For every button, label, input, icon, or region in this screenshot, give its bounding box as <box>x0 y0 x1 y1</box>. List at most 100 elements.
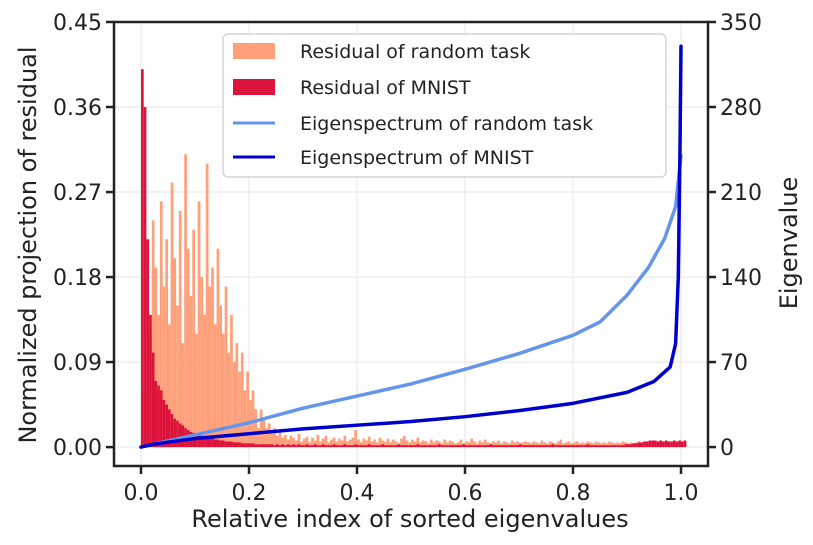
right-y-tick-label: 140 <box>720 266 762 291</box>
histogram-bar-residual-mnist <box>402 445 406 448</box>
histogram-bar-residual-random <box>621 441 625 448</box>
histogram-bar-residual-mnist <box>570 445 573 448</box>
histogram-bar-residual-mnist <box>651 440 654 448</box>
histogram-bar-residual-random <box>408 442 411 448</box>
histogram-bar-residual-random <box>527 442 530 448</box>
histogram-bar-residual-random <box>505 442 509 448</box>
histogram-bar-residual-mnist <box>141 69 144 448</box>
histogram-bar-residual-mnist <box>578 445 582 448</box>
histogram-bar-residual-random <box>378 437 382 448</box>
histogram-bar-residual-mnist <box>292 444 295 448</box>
histogram-bar-residual-random <box>394 441 398 448</box>
histogram-bar-residual-random <box>235 343 239 448</box>
histogram-bar-residual-random <box>446 442 449 448</box>
left-y-tick-label: 0.18 <box>53 266 102 291</box>
histogram-bar-residual-random <box>189 295 193 448</box>
histogram-bar-residual-mnist <box>554 445 557 448</box>
histogram-bar-residual-random <box>259 409 263 448</box>
histogram-bar-residual-random <box>435 440 438 448</box>
histogram-bar-residual-mnist <box>551 444 555 448</box>
histogram-bar-residual-random <box>478 440 482 448</box>
histogram-bar-residual-mnist <box>438 444 441 448</box>
histogram-bar-residual-random <box>213 324 217 448</box>
histogram-bar-residual-mnist <box>473 445 476 448</box>
histogram-bar-residual-mnist <box>335 445 339 448</box>
histogram-bar-residual-random <box>375 442 379 448</box>
histogram-bar-residual-mnist <box>489 444 492 448</box>
histogram-bar-residual-mnist <box>575 445 579 448</box>
histogram-bar-residual-mnist <box>332 444 336 448</box>
histogram-bar-residual-mnist <box>443 445 447 448</box>
histogram-bar-residual-mnist <box>483 445 487 448</box>
histogram-bar-residual-mnist <box>235 442 239 448</box>
histogram-bar-residual-mnist <box>494 445 498 448</box>
histogram-bar-residual-mnist <box>681 441 684 448</box>
histogram-bar-residual-mnist <box>591 445 595 448</box>
histogram-bar-residual-mnist <box>656 441 660 448</box>
histogram-bar-residual-mnist <box>149 314 152 448</box>
histogram-bar-residual-mnist <box>251 443 255 448</box>
histogram-bar-residual-random <box>203 314 206 448</box>
histogram-bar-residual-mnist <box>224 441 228 448</box>
legend-box <box>222 33 667 178</box>
eigenspectrum-lines <box>139 44 683 449</box>
histogram-bar-residual-random <box>351 437 355 448</box>
legend-label-eig-mnist: Eigenspectrum of MNIST <box>300 147 534 169</box>
histogram-bar-residual-random <box>540 440 544 448</box>
histogram-bar-residual-random <box>602 442 606 448</box>
histogram-bar-residual-mnist <box>573 445 576 448</box>
histogram-bar-residual-random <box>400 438 403 448</box>
histogram-bar-residual-random <box>224 286 228 448</box>
histogram-bar-residual-mnist <box>635 443 638 448</box>
histogram-bar-residual-mnist <box>405 445 409 448</box>
histogram-bar-residual-random <box>332 437 336 448</box>
histogram-bar-residual-mnist <box>246 443 249 448</box>
histogram-bar-residual-random <box>173 258 177 448</box>
histogram-bar-residual-mnist <box>370 445 374 448</box>
histogram-bar-residual-mnist <box>643 441 646 448</box>
histogram-bar-residual-mnist <box>413 445 417 448</box>
legend-swatch-residual-mnist <box>233 79 275 95</box>
histogram-bar-residual-random <box>340 440 344 448</box>
histogram-bar-residual-mnist <box>500 445 503 448</box>
histogram-bar-residual-random <box>556 441 560 448</box>
x-tick-labels: 0.0 0.2 0.4 0.6 0.8 1.0 <box>124 481 699 506</box>
histogram-bar-residual-mnist <box>321 444 325 448</box>
histogram-bar-residual-mnist <box>583 445 587 448</box>
histogram-bar-residual-mnist <box>408 445 411 448</box>
histogram-bar-residual-mnist <box>205 437 209 448</box>
histogram-bar-residual-mnist <box>208 438 212 448</box>
histogram-bar-residual-random <box>178 210 182 448</box>
histogram-bar-residual-random <box>543 442 546 448</box>
histogram-bar-residual-random <box>230 314 233 448</box>
histogram-bar-residual-mnist <box>510 445 514 448</box>
left-y-axis-label: Normalized projection of residual <box>14 46 42 443</box>
histogram-bar-residual-random <box>348 439 352 448</box>
histogram-bar-residual-random <box>200 277 204 448</box>
histogram-bar-residual-mnist <box>654 440 657 448</box>
histogram-bar-residual-random <box>483 439 487 448</box>
histogram-bar-residual-random <box>402 435 406 448</box>
histogram-bar-residual-mnist <box>675 441 679 448</box>
histogram-bar-residual-random <box>335 441 339 448</box>
legend-label-residual-random: Residual of random task <box>300 41 530 63</box>
histogram-bar-residual-random <box>411 439 414 448</box>
histogram-bar-residual-random <box>168 324 171 448</box>
histogram-bar-residual-mnist <box>178 423 182 448</box>
histogram-bar-residual-random <box>289 435 293 448</box>
x-tick-label: 0.6 <box>448 481 483 506</box>
histogram-bar-residual-mnist <box>157 385 160 448</box>
histogram-bar-residual-random <box>327 442 330 448</box>
histogram-bar-residual-mnist <box>618 445 622 448</box>
right-y-tick-label: 280 <box>720 96 762 121</box>
histogram-bar-residual-mnist <box>508 445 511 448</box>
histogram-bar-residual-mnist <box>624 444 627 448</box>
histogram-bar-residual-random <box>513 442 517 448</box>
histogram-bar-residual-random <box>492 441 495 448</box>
histogram-bar-residual-mnist <box>411 445 414 448</box>
histogram-bar-residual-random <box>162 286 166 448</box>
histogram-bar-residual-mnist <box>365 445 368 448</box>
histogram-bar-residual-random <box>240 352 244 448</box>
histogram-bar-residual-mnist <box>176 420 179 448</box>
axis-ticks <box>106 20 716 474</box>
